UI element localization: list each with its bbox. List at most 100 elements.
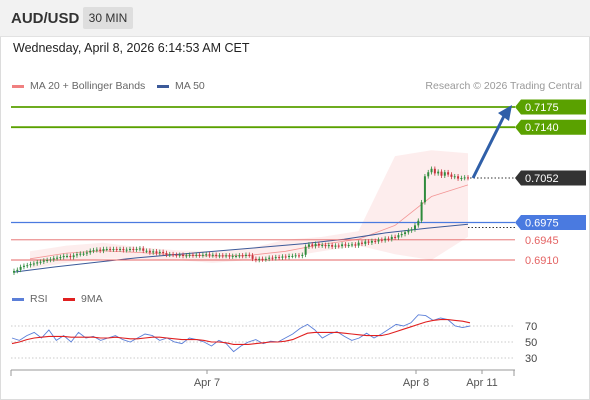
legend-rsi: RSI bbox=[12, 293, 48, 305]
legend-rsi-ma-label: 9MA bbox=[81, 293, 103, 305]
candle-body bbox=[311, 244, 314, 247]
candle-body bbox=[347, 244, 350, 246]
candle-body bbox=[314, 243, 317, 247]
ma50-swatch bbox=[157, 84, 169, 88]
rsi-line bbox=[11, 314, 471, 353]
candle-body bbox=[380, 239, 383, 241]
symbol-title: AUD/USD bbox=[11, 10, 80, 27]
candle-body bbox=[188, 254, 191, 256]
candle-body bbox=[274, 257, 277, 259]
legend-bollinger-label: MA 20 + Bollinger Bands bbox=[30, 80, 146, 92]
candle-body bbox=[82, 253, 85, 255]
candle-body bbox=[125, 249, 128, 251]
candle-body bbox=[69, 255, 72, 258]
candle-body bbox=[467, 177, 469, 179]
candle-body bbox=[158, 251, 161, 254]
candle-body bbox=[195, 254, 198, 256]
candle-body bbox=[271, 257, 274, 259]
candle-body bbox=[374, 240, 377, 242]
current-price-tag bbox=[515, 170, 586, 186]
candle-body bbox=[172, 254, 175, 256]
level-tag-1 bbox=[515, 119, 586, 135]
forecast-arrow-head bbox=[498, 105, 512, 121]
candle-body bbox=[42, 260, 45, 262]
candle-body bbox=[377, 239, 380, 242]
current-price-label: 0.7052 bbox=[525, 173, 559, 185]
candle-body bbox=[354, 244, 357, 246]
level-label-3: 0.6945 bbox=[525, 235, 559, 247]
copyright-label: Research © 2026 Trading Central bbox=[425, 80, 582, 92]
candle-body bbox=[231, 255, 234, 257]
candle-body bbox=[39, 261, 42, 263]
rsi-tick-label: 50 bbox=[525, 337, 537, 349]
candle-body bbox=[364, 241, 367, 244]
candle-body bbox=[337, 245, 340, 247]
candle-body bbox=[288, 255, 291, 258]
timeframe-button[interactable]: 30 MIN bbox=[83, 7, 133, 29]
ma50-line bbox=[13, 223, 469, 273]
candle-body bbox=[241, 255, 244, 257]
candle-body bbox=[109, 249, 112, 251]
candle-body bbox=[52, 258, 55, 260]
level-label-2: 0.6975 bbox=[525, 217, 559, 229]
candle-body bbox=[453, 176, 456, 178]
candle-body bbox=[351, 244, 354, 246]
candle-body bbox=[440, 171, 443, 176]
legend-ma50: MA 50 bbox=[157, 80, 205, 92]
candle-body bbox=[430, 168, 433, 173]
candle-body bbox=[397, 235, 400, 238]
candle-body bbox=[254, 258, 257, 260]
candle-body bbox=[115, 249, 118, 251]
candle-body bbox=[281, 256, 284, 258]
rsi-tick-label: 70 bbox=[525, 321, 537, 333]
candle-body bbox=[367, 241, 370, 243]
candle-body bbox=[56, 257, 59, 259]
x-axis-label: Apr 11 bbox=[466, 377, 498, 389]
candle-body bbox=[32, 263, 35, 265]
candle-body bbox=[92, 250, 95, 252]
candles-group bbox=[13, 166, 469, 276]
candle-body bbox=[238, 255, 241, 257]
candle-body bbox=[89, 250, 92, 253]
rsi-ma-line bbox=[11, 319, 471, 345]
candle-body bbox=[450, 174, 453, 177]
candle-body bbox=[19, 266, 22, 270]
level-label-4: 0.6910 bbox=[525, 255, 559, 267]
candle-body bbox=[268, 257, 271, 259]
candle-body bbox=[297, 255, 300, 257]
candle-body bbox=[317, 243, 320, 246]
candle-body bbox=[165, 253, 168, 255]
candle-body bbox=[264, 258, 267, 260]
candle-body bbox=[331, 244, 334, 247]
candle-body bbox=[155, 251, 158, 254]
candle-body bbox=[228, 255, 231, 257]
candle-body bbox=[460, 178, 463, 180]
candle-body bbox=[294, 255, 297, 257]
candle-body bbox=[420, 202, 423, 221]
candle-body bbox=[324, 244, 327, 247]
candle-body bbox=[387, 238, 390, 240]
candle-body bbox=[79, 253, 82, 255]
candle-body bbox=[304, 246, 307, 255]
candle-body bbox=[218, 255, 221, 257]
candle-body bbox=[278, 257, 281, 259]
candle-body bbox=[457, 176, 460, 179]
candle-body bbox=[443, 172, 446, 176]
candle-body bbox=[185, 255, 188, 257]
candle-body bbox=[142, 248, 145, 251]
candle-body bbox=[201, 254, 204, 256]
forecast-arrow-shaft bbox=[471, 115, 506, 179]
level-label-0: 0.7175 bbox=[525, 102, 559, 114]
candle-body bbox=[128, 249, 131, 251]
candle-body bbox=[394, 236, 397, 238]
legend-rsi-label: RSI bbox=[30, 293, 48, 305]
candle-body bbox=[168, 254, 171, 256]
candle-body bbox=[360, 242, 363, 244]
candle-body bbox=[244, 254, 247, 256]
x-axis-label: Apr 8 bbox=[403, 377, 429, 389]
candle-body bbox=[152, 251, 155, 253]
candle-body bbox=[423, 176, 426, 203]
candle-body bbox=[261, 258, 264, 260]
candle-body bbox=[235, 255, 238, 257]
candle-body bbox=[248, 254, 251, 256]
